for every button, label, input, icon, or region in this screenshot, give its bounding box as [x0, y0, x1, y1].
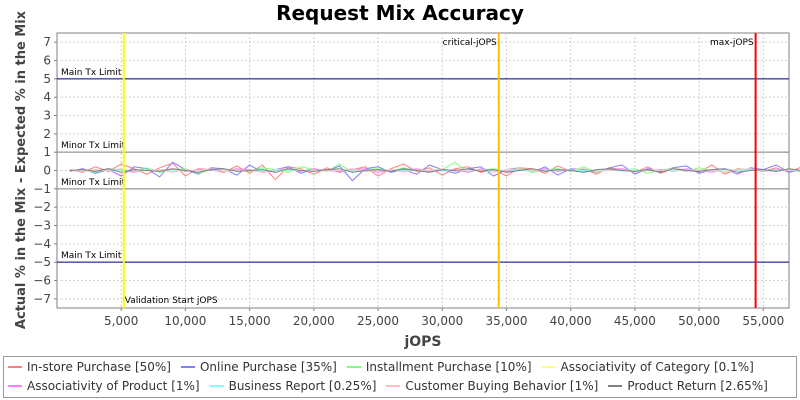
- limit-label: Main Tx Limit: [61, 68, 122, 78]
- y-tick-label: 2: [43, 127, 51, 141]
- y-tick-label: 0: [43, 164, 51, 178]
- reference-lines: Main Tx Limit Minor Tx Limit Minor Tx Limi…: [57, 33, 789, 308]
- x-tick-label: 45,000: [614, 314, 656, 328]
- legend-label: Associativity of Category [0.1%]: [560, 359, 754, 374]
- x-tick-label: 30,000: [421, 314, 463, 328]
- legend-swatch: [8, 365, 22, 368]
- y-tick-label: −6: [33, 274, 51, 288]
- chart-title: Request Mix Accuracy: [276, 1, 524, 25]
- series-line: [69, 168, 800, 173]
- marker-label: max-jOPS: [710, 38, 754, 48]
- y-tick-label: 6: [43, 54, 51, 68]
- y-tick-label: −1: [33, 182, 51, 196]
- y-tick-label: −3: [33, 219, 51, 233]
- x-tick-label: 40,000: [550, 314, 592, 328]
- y-tick-label: −7: [33, 292, 51, 306]
- y-tick-label: 1: [43, 145, 51, 159]
- limit-label: Main Tx Limit: [61, 251, 122, 261]
- x-axis-label: jOPS: [403, 334, 441, 350]
- y-tick-label: 3: [43, 109, 51, 123]
- y-tick-label: −5: [33, 255, 51, 269]
- legend-swatch: [346, 365, 361, 368]
- limit-label: Minor Tx Limit: [61, 178, 126, 188]
- x-tick-label: 35,000: [485, 314, 527, 328]
- marker-label: critical-jOPS: [443, 38, 497, 48]
- legend-item: Associativity of Product [1%]: [8, 379, 200, 393]
- legend-item: Installment Purchase [10%]: [346, 359, 532, 374]
- legend-swatch: [180, 365, 195, 368]
- legend-row: In-store Purchase [50%] Online Purchase […: [4, 357, 796, 376]
- y-tick-label: 4: [43, 90, 51, 104]
- legend-item: Online Purchase [35%]: [180, 359, 337, 374]
- legend-swatch: [8, 384, 22, 387]
- x-tick-label: 10,000: [164, 314, 206, 328]
- x-tick-label: 50,000: [678, 314, 720, 328]
- x-tick-label: 5,000: [104, 314, 138, 328]
- legend-row: Associativity of Product [1%] Business Re…: [4, 376, 796, 395]
- legend: In-store Purchase [50%] Online Purchase […: [3, 356, 797, 398]
- y-tick-label: 7: [43, 35, 51, 49]
- y-tick-label: −4: [33, 237, 51, 251]
- legend-label: Product Return [2.65%]: [627, 378, 768, 393]
- x-tick-label: 20,000: [293, 314, 335, 328]
- y-tick-label: 5: [43, 72, 51, 86]
- series-lines: [69, 161, 800, 182]
- legend-item: Product Return [2.65%]: [608, 379, 768, 393]
- legend-label: Installment Purchase [10%]: [365, 359, 532, 374]
- limit-label: Minor Tx Limit: [61, 141, 126, 151]
- legend-swatch: [386, 384, 401, 387]
- legend-item: In-store Purchase [50%]: [8, 360, 171, 374]
- x-tick-label: 55,000: [742, 314, 784, 328]
- legend-label: Associativity of Product [1%]: [27, 378, 200, 393]
- legend-label: Business Report [0.25%]: [228, 378, 377, 393]
- y-tick-label: −2: [33, 200, 51, 214]
- legend-swatch: [608, 384, 623, 387]
- legend-label: In-store Purchase [50%]: [27, 359, 171, 374]
- legend-swatch: [209, 384, 224, 387]
- chart-canvas: Main Tx Limit Minor Tx Limit Minor Tx Limi…: [14, 10, 800, 350]
- legend-label: Customer Buying Behavior [1%]: [405, 378, 599, 393]
- x-tick-label: 25,000: [357, 314, 399, 328]
- legend-item: Associativity of Category [0.1%]: [541, 359, 754, 374]
- legend-item: Customer Buying Behavior [1%]: [386, 379, 598, 393]
- legend-swatch: [541, 365, 556, 368]
- marker-label: Validation Start jOPS: [125, 296, 218, 306]
- y-axis-label: Actual % in the Mix - Expected % in the …: [14, 10, 29, 329]
- legend-label: Online Purchase [35%]: [199, 359, 337, 374]
- axes: 7 6 5 4 3 2 1 0 −1 −2 −3 −4 −5 −6 −7 5,000 10,000 15,000 2…: [33, 35, 784, 328]
- legend-item: Business Report [0.25%]: [209, 378, 377, 393]
- x-tick-label: 15,000: [229, 314, 271, 328]
